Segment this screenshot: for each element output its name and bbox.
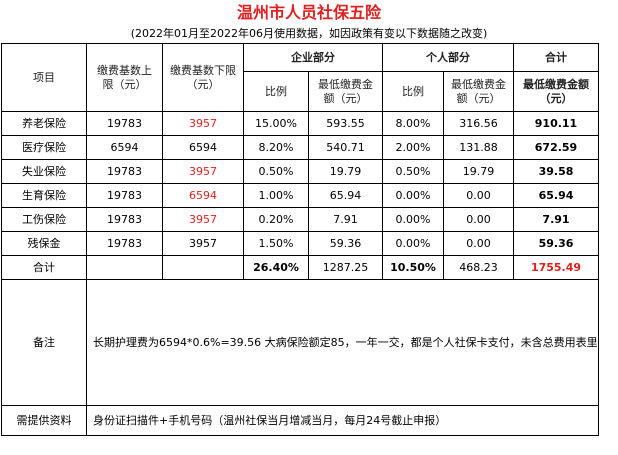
- header-row-bottom: 比例 最低缴费金额（元） 比例 最低缴费金额（元） 最低缴费金额（元）: [2, 71, 599, 112]
- row-upper-base: 19783: [86, 159, 163, 184]
- row-item-name: 失业保险: [1, 159, 87, 184]
- company-ratio-header: 比例: [243, 71, 309, 112]
- row-total-amount: 910.11: [513, 111, 599, 136]
- col-upper-header: 缴费基数上限（元）: [86, 43, 163, 112]
- materials-row: 需提供资料 身份证扫描件+手机号码（温州社保当月增减当月，每月24号截止申报）: [1, 405, 599, 436]
- row-item-name: 医疗保险: [1, 135, 87, 160]
- insurance-table: 项目 缴费基数上限（元） 缴费基数下限（元） 企业部分 个人部分 合计 比例 最…: [1, 43, 599, 436]
- row-lower-base: 6594: [162, 183, 244, 208]
- row-company-ratio: 1.50%: [243, 231, 309, 256]
- table-row: 生育保险 19783 6594 1.00% 65.94 0.00% 0.00 65.94: [1, 183, 599, 208]
- row-upper-base: 19783: [86, 111, 163, 136]
- materials-text: 身份证扫描件+手机号码（温州社保当月增减当月，每月24号截止申报）: [86, 405, 599, 436]
- row-personal-ratio: 0.50%: [382, 159, 444, 184]
- row-company-ratio: 8.20%: [243, 135, 309, 160]
- company-min-amount-header: 最低缴费金额（元）: [308, 71, 383, 112]
- totals-label: 合计: [1, 255, 87, 280]
- totals-empty-upper: [86, 255, 163, 280]
- row-personal-amount: 19.79: [443, 159, 514, 184]
- row-company-amount: 19.79: [308, 159, 383, 184]
- row-company-ratio: 1.00%: [243, 183, 309, 208]
- remark-row: 备注 长期护理费为6594*0.6%=39.56 大病保险额定85，一年一交，都…: [1, 279, 599, 406]
- row-personal-ratio: 0.00%: [382, 207, 444, 232]
- totals-company-ratio: 26.40%: [243, 255, 309, 280]
- table-row: 养老保险 19783 3957 15.00% 593.55 8.00% 316.56 910.…: [1, 111, 599, 136]
- row-upper-base: 19783: [86, 207, 163, 232]
- row-personal-ratio: 2.00%: [382, 135, 444, 160]
- row-upper-base: 19783: [86, 231, 163, 256]
- row-personal-amount: 316.56: [443, 111, 514, 136]
- row-company-ratio: 0.20%: [243, 207, 309, 232]
- page-subtitle: (2022年01月至2022年06月使用数据，如因政策有变以下数据随之改变): [130, 27, 488, 40]
- row-total-amount: 672.59: [513, 135, 599, 160]
- row-upper-base: 19783: [86, 183, 163, 208]
- row-upper-base: 6594: [86, 135, 163, 160]
- row-total-amount: 65.94: [513, 183, 599, 208]
- row-personal-amount: 0.00: [443, 231, 514, 256]
- header-row-top: 项目 缴费基数上限（元） 缴费基数下限（元） 企业部分 个人部分 合计: [1, 43, 599, 112]
- row-lower-base: 3957: [162, 159, 244, 184]
- totals-row: 合计 26.40% 1287.25 10.50% 468.23 1755.49: [1, 255, 599, 280]
- row-item-name: 工伤保险: [1, 207, 87, 232]
- row-lower-base: 3957: [162, 231, 244, 256]
- row-company-amount: 65.94: [308, 183, 383, 208]
- row-lower-base: 3957: [162, 111, 244, 136]
- totals-personal-ratio: 10.50%: [382, 255, 444, 280]
- row-company-ratio: 0.50%: [243, 159, 309, 184]
- row-total-amount: 39.58: [513, 159, 599, 184]
- totals-company-amount: 1287.25: [308, 255, 383, 280]
- row-lower-base: 3957: [162, 207, 244, 232]
- row-item-name: 残保金: [1, 231, 87, 256]
- row-total-amount: 7.91: [513, 207, 599, 232]
- row-personal-ratio: 0.00%: [382, 231, 444, 256]
- total-part-header: 合计: [513, 43, 599, 72]
- row-company-amount: 593.55: [308, 111, 383, 136]
- row-personal-ratio: 8.00%: [382, 111, 444, 136]
- row-total-amount: 59.36: [513, 231, 599, 256]
- row-item-name: 生育保险: [1, 183, 87, 208]
- col-item-header: 项目: [1, 43, 87, 112]
- col-lower-header: 缴费基数下限（元）: [162, 43, 244, 112]
- row-personal-amount: 131.88: [443, 135, 514, 160]
- row-company-amount: 59.36: [308, 231, 383, 256]
- totals-grand-total: 1755.49: [513, 255, 599, 280]
- personal-ratio-header: 比例: [382, 71, 444, 112]
- row-personal-amount: 0.00: [443, 183, 514, 208]
- table-row: 残保金 19783 3957 1.50% 59.36 0.00% 0.00 59.36: [1, 231, 599, 256]
- row-company-ratio: 15.00%: [243, 111, 309, 136]
- row-company-amount: 7.91: [308, 207, 383, 232]
- materials-label: 需提供资料: [1, 405, 87, 436]
- table-row: 工伤保险 19783 3957 0.20% 7.91 0.00% 0.00 7.91: [1, 207, 599, 232]
- table-row: 医疗保险 6594 6594 8.20% 540.71 2.00% 131.88 672.59: [1, 135, 599, 160]
- total-min-amount-header: 最低缴费金额（元）: [513, 71, 599, 112]
- row-personal-ratio: 0.00%: [382, 183, 444, 208]
- row-personal-amount: 0.00: [443, 207, 514, 232]
- personal-min-amount-header: 最低缴费金额（元）: [443, 71, 514, 112]
- company-part-header: 企业部分: [243, 43, 383, 72]
- row-item-name: 养老保险: [1, 111, 87, 136]
- totals-personal-amount: 468.23: [443, 255, 514, 280]
- personal-part-header: 个人部分: [382, 43, 514, 72]
- remark-label: 备注: [1, 279, 87, 406]
- row-company-amount: 540.71: [308, 135, 383, 160]
- table-row: 失业保险 19783 3957 0.50% 19.79 0.50% 19.79 39.58: [1, 159, 599, 184]
- totals-empty-lower: [162, 255, 244, 280]
- row-lower-base: 6594: [162, 135, 244, 160]
- page-title: 温州市人员社保五险: [236, 3, 381, 22]
- remark-text: 长期护理费为6594*0.6%=39.56 大病保险额定85，一年一交，都是个人…: [86, 279, 599, 406]
